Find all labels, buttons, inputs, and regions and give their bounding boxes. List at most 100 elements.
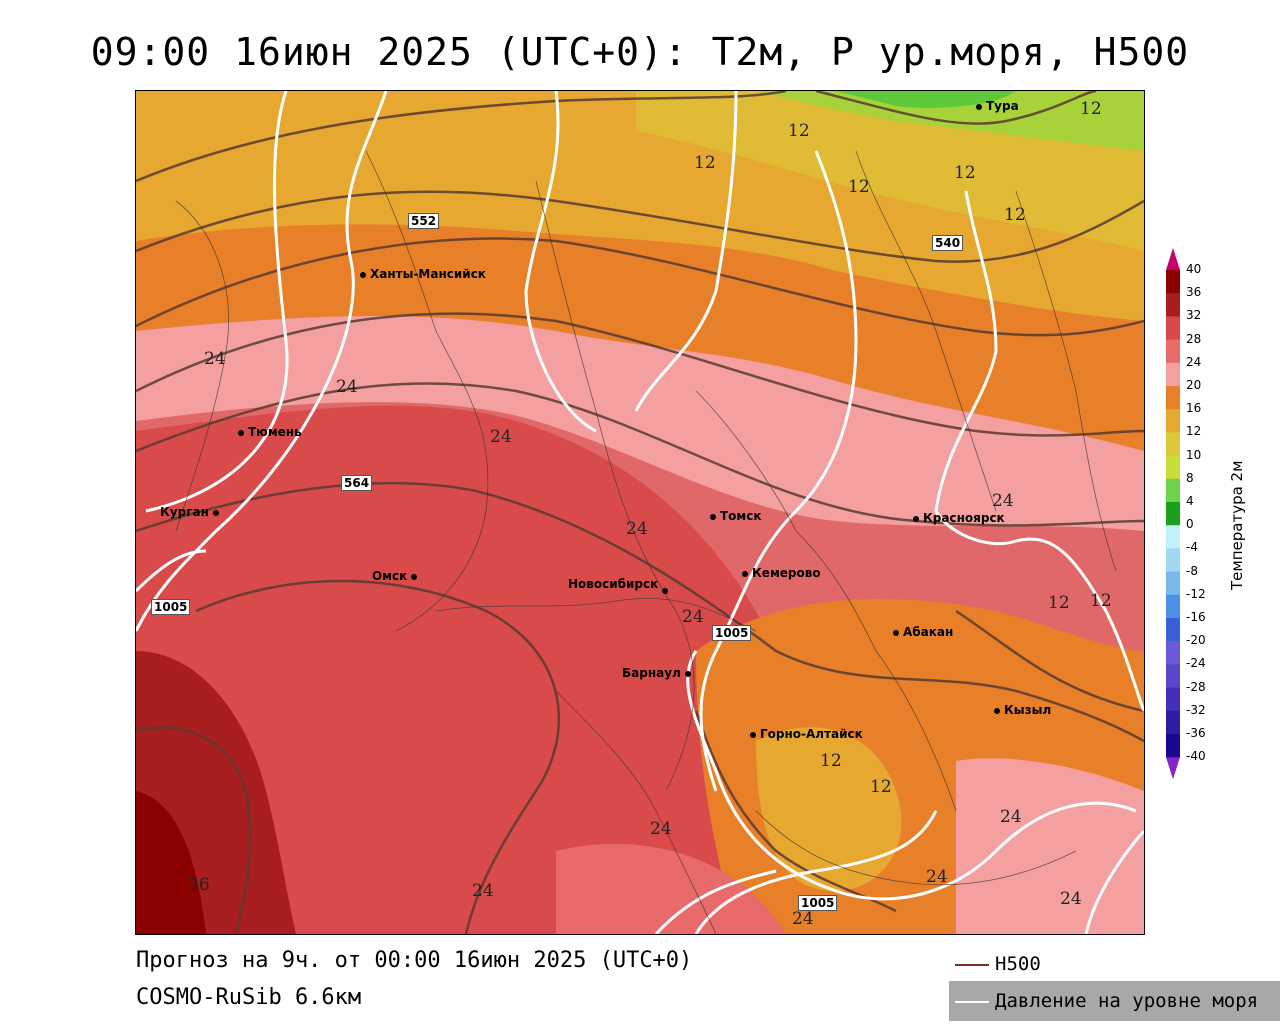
colorbar-segment	[1166, 316, 1180, 341]
colorbar-segment	[1166, 478, 1180, 503]
colorbar-bottom-arrow	[1166, 757, 1180, 780]
temp-contour-label: 24	[490, 427, 512, 447]
city-dot-icon	[893, 629, 899, 636]
city-dot-icon	[710, 513, 716, 520]
colorbar-segment	[1166, 734, 1180, 758]
temp-band-36	[136, 791, 206, 934]
model-name: COSMO-RuSib 6.6км	[136, 985, 362, 1010]
city-dot-icon	[212, 509, 219, 516]
city-khanty-mansiysk: Ханты-Мансийск	[360, 267, 486, 281]
temp-contour-label: 24	[992, 491, 1014, 511]
temp-contour-label: 12	[848, 177, 870, 197]
city-dot-icon	[994, 707, 1000, 714]
h500-label: 552	[408, 213, 440, 229]
city-dot-icon	[684, 670, 691, 677]
temp-band-south-20	[556, 843, 786, 934]
temp-contour-label: 24	[926, 867, 948, 887]
colorbar-segment	[1166, 270, 1180, 294]
colorbar-segment	[1166, 339, 1180, 364]
colorbar-title: Температура 2м	[1228, 460, 1246, 590]
temp-contour-label: 24	[1000, 807, 1022, 827]
colorbar-top-arrow	[1166, 248, 1180, 270]
colorbar-tick-label: 20	[1186, 378, 1202, 392]
colorbar-tick-label: -36	[1186, 726, 1206, 740]
colorbar-tick-label: 4	[1186, 494, 1194, 508]
colorbar-segment	[1166, 409, 1180, 433]
city-abakan: Абакан	[893, 625, 953, 639]
colorbar-segment	[1166, 432, 1180, 457]
temp-contour-label: 12	[1004, 205, 1026, 225]
city-tomsk: Томск	[710, 509, 762, 523]
temp-contour-label: 12	[788, 121, 810, 141]
temp-contour-label: 24	[650, 819, 672, 839]
slp-label: 1005	[798, 895, 838, 911]
colorbar-tick-label: 28	[1186, 331, 1202, 346]
temp-contour-label: 24	[472, 881, 494, 901]
city-dot-icon	[238, 429, 244, 436]
colorbar-segment	[1166, 455, 1180, 480]
city-novosibirsk: Новосибирск	[568, 577, 672, 594]
colorbar-segment	[1166, 594, 1180, 619]
legend-h500: H500	[955, 953, 1041, 975]
colorbar-tick-label: 12	[1186, 424, 1202, 439]
temp-band-28	[136, 405, 780, 934]
city-kurgan: Курган	[160, 505, 223, 519]
colorbar-tick-label: -16	[1186, 610, 1206, 624]
temperature-colorbar	[1166, 248, 1180, 780]
temp-contour-label: 24	[682, 607, 704, 627]
temp-contour-label: 24	[792, 909, 814, 929]
slp-label: 1005	[151, 599, 191, 615]
slp-isobars	[136, 91, 1144, 934]
h500-line-icon	[955, 963, 989, 966]
temp-contour-label: 12	[1080, 99, 1102, 119]
h500-label: 540	[932, 235, 964, 251]
region-borders	[175, 150, 1117, 934]
city-dot-icon	[742, 570, 748, 577]
city-tura: Тура	[976, 99, 1019, 113]
colorbar-segment	[1166, 710, 1180, 735]
temp-band-green	[836, 91, 1016, 108]
colorbar-tick-label: 0	[1186, 517, 1194, 532]
temp-contour-label: 12	[954, 163, 976, 183]
colorbar-tick-label: 8	[1186, 470, 1194, 485]
colorbar-segment	[1166, 641, 1180, 665]
map-title: 09:00 16июн 2025 (UTC+0): T2м, P ур.моря…	[90, 30, 1190, 74]
colorbar-tick-label: 40	[1186, 262, 1202, 276]
colorbar-segment	[1166, 502, 1180, 526]
slp-line-icon	[955, 1000, 989, 1003]
colorbar-tick-label: -40	[1186, 749, 1206, 764]
colorbar-segment	[1166, 664, 1180, 689]
city-tyumen: Тюмень	[238, 425, 302, 439]
temp-contour-label: 36	[188, 875, 210, 895]
colorbar-segment	[1166, 571, 1180, 596]
temp-contour-label: 24	[204, 349, 226, 369]
colorbar-tick-label: -4	[1186, 540, 1198, 555]
temp-contour-label: 12	[1090, 591, 1112, 611]
temp-contour-label: 24	[626, 519, 648, 539]
temp-band-20	[136, 316, 1144, 531]
colorbar-tick-label: -32	[1186, 702, 1206, 717]
temp-contour-label: 12	[694, 153, 716, 173]
colorbar-segment	[1166, 687, 1180, 712]
city-kemerovo: Кемерово	[742, 566, 821, 580]
colorbar-tick-label: 24	[1186, 354, 1202, 369]
forecast-info: Прогноз на 9ч. от 00:00 16июн 2025 (UTC+…	[136, 948, 693, 973]
city-dot-icon	[976, 103, 982, 110]
city-krasnoyarsk: Красноярск	[913, 511, 1005, 525]
colorbar-segment	[1166, 362, 1180, 387]
slp-label: 1005	[712, 625, 752, 641]
city-barnaul: Барнаул	[622, 666, 695, 680]
colorbar-tick-label: -24	[1186, 656, 1206, 671]
city-dot-icon	[913, 515, 919, 522]
temp-contour-label: 12	[1048, 593, 1070, 613]
temp-contour-label: 12	[870, 777, 892, 797]
colorbar-tick-label: -8	[1186, 563, 1198, 578]
colorbar-tick-label: -12	[1186, 586, 1206, 601]
city-dot-icon	[411, 573, 418, 580]
city-dot-icon	[750, 731, 756, 738]
city-dot-icon	[360, 271, 366, 278]
city-omsk: Омск	[372, 569, 421, 583]
city-dot-icon	[662, 588, 669, 594]
city-kyzyl: Кызыл	[994, 703, 1051, 717]
colorbar-tick-label: 16	[1186, 401, 1202, 416]
